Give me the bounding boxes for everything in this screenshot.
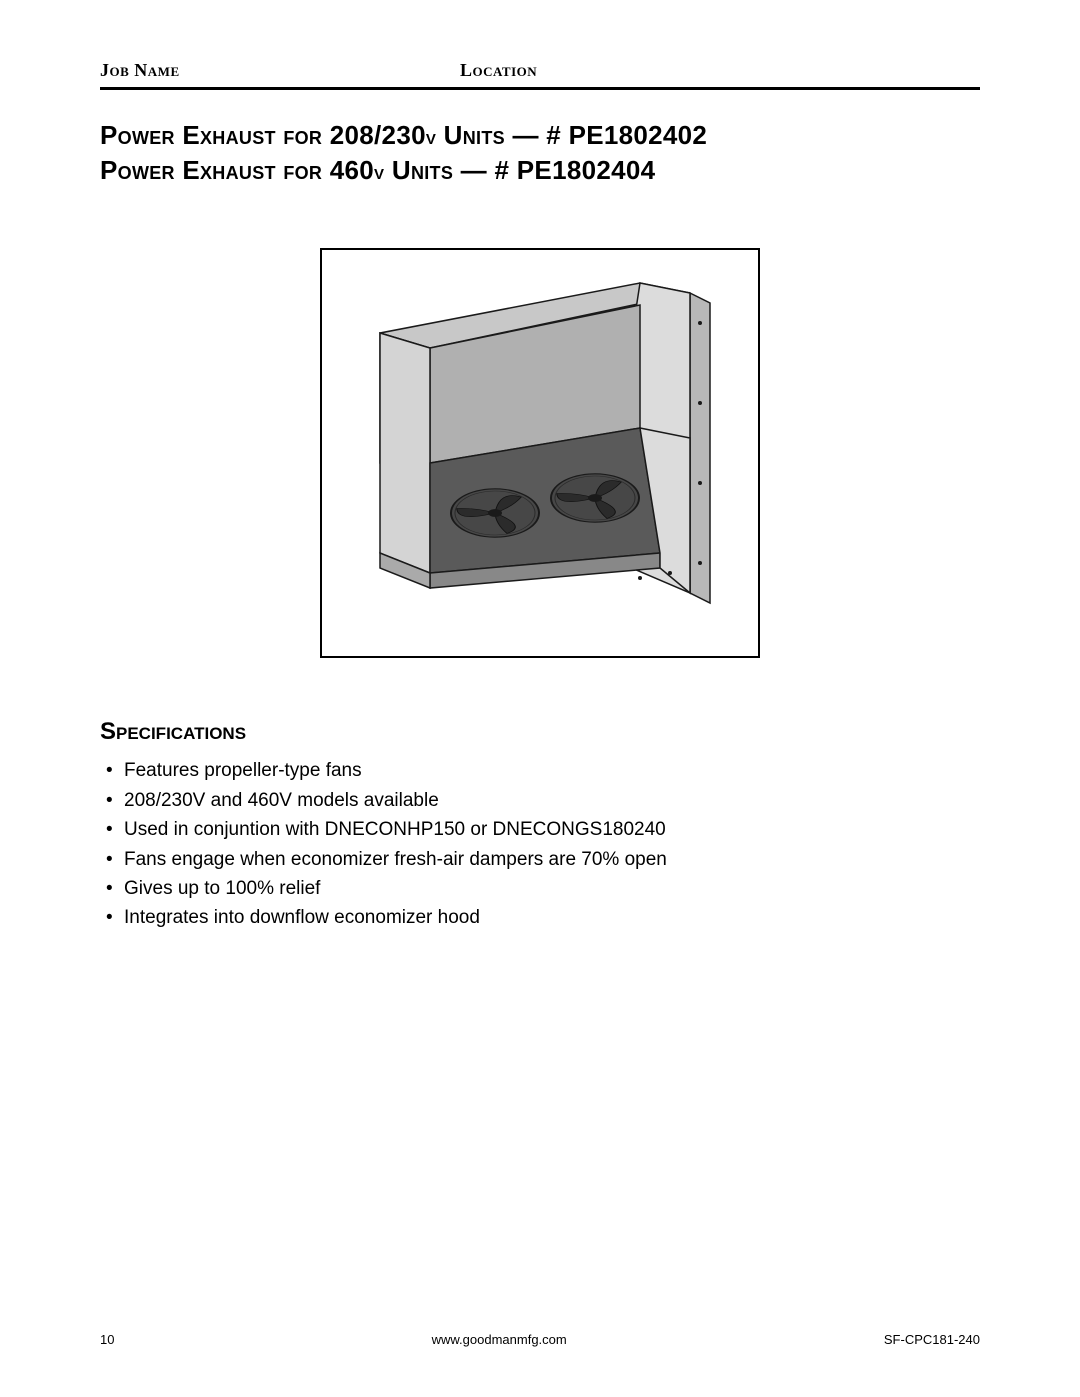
spec-item: Used in conjuntion with DNECONHP150 or D… <box>102 815 980 844</box>
title-line-1: Power Exhaust for 208/230v Units — # PE1… <box>100 118 980 153</box>
title1-part: PE1802402 <box>569 120 708 150</box>
title2-units: Units — # <box>384 155 516 185</box>
spec-item: 208/230V and 460V models available <box>102 786 980 815</box>
page-number: 10 <box>100 1332 114 1347</box>
title1-volt: 208/230 <box>330 120 426 150</box>
title2-pre: Power Exhaust for <box>100 155 330 185</box>
spec-item: Features propeller-type fans <box>102 756 980 785</box>
footer-doc-id: SF-CPC181-240 <box>884 1332 980 1347</box>
title2-v: v <box>374 161 384 184</box>
title1-pre: Power Exhaust for <box>100 120 330 150</box>
title2-volt: 460 <box>330 155 374 185</box>
spec-item: Integrates into downflow economizer hood <box>102 903 980 932</box>
title1-units: Units — # <box>436 120 568 150</box>
footer-url: www.goodmanmfg.com <box>432 1332 567 1347</box>
title1-v: v <box>426 126 436 149</box>
spec-item: Gives up to 100% relief <box>102 874 980 903</box>
location-label: Location <box>460 60 980 81</box>
exhaust-hood-illustration <box>340 263 740 643</box>
header-row: Job Name Location <box>100 60 980 90</box>
title-block: Power Exhaust for 208/230v Units — # PE1… <box>100 118 980 188</box>
spec-item: Fans engage when economizer fresh-air da… <box>102 845 980 874</box>
specifications-heading: Specifications <box>100 718 980 746</box>
title2-part: PE1802404 <box>517 155 656 185</box>
diagram-container <box>100 248 980 658</box>
page-footer: 10 www.goodmanmfg.com SF-CPC181-240 <box>100 1332 980 1347</box>
job-name-label: Job Name <box>100 60 460 81</box>
specifications-list: Features propeller-type fans 208/230V an… <box>100 756 980 933</box>
product-diagram <box>320 248 760 658</box>
title-line-2: Power Exhaust for 460v Units — # PE18024… <box>100 153 980 188</box>
